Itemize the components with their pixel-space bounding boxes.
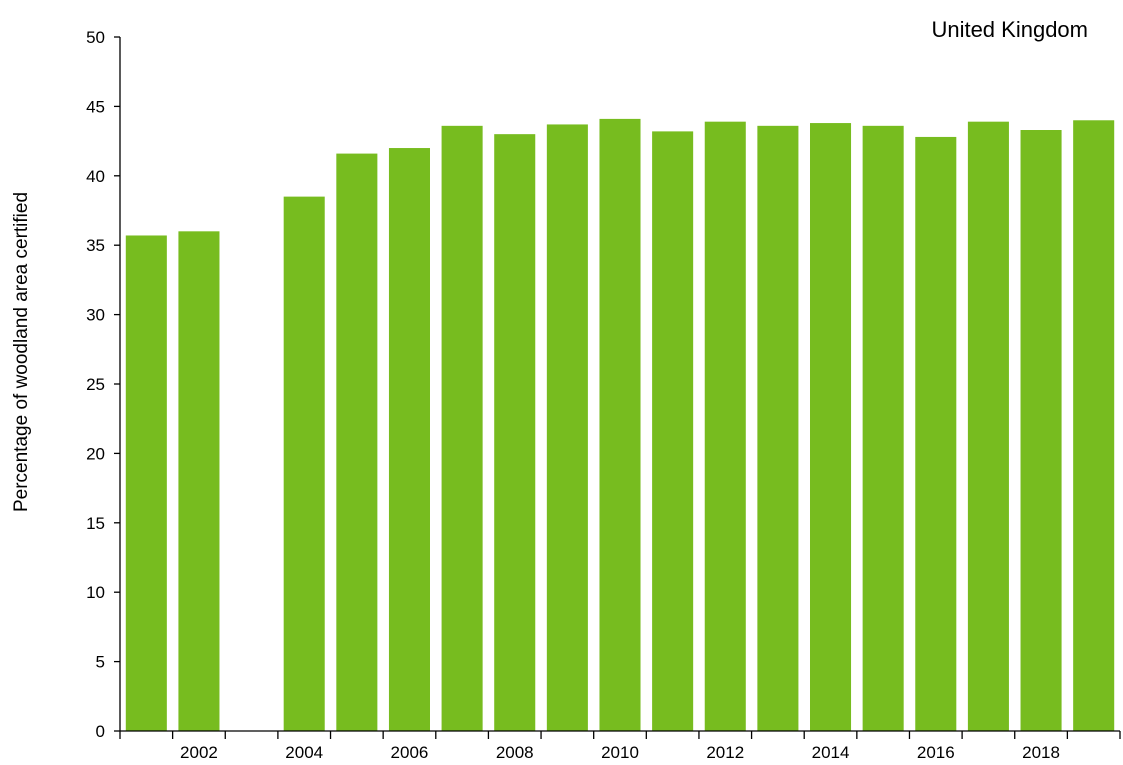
bar-2015 bbox=[862, 125, 904, 731]
y-tick-label: 30 bbox=[86, 306, 105, 325]
bar-2009 bbox=[546, 124, 588, 731]
y-tick-label: 45 bbox=[86, 97, 105, 116]
chart-region-label: United Kingdom bbox=[931, 17, 1088, 42]
y-tick-label: 5 bbox=[96, 653, 105, 672]
bars bbox=[125, 118, 1115, 732]
bar-2002 bbox=[178, 231, 220, 731]
bar-2019 bbox=[1073, 120, 1115, 731]
bar-2008 bbox=[494, 134, 536, 731]
y-tick-label: 15 bbox=[86, 514, 105, 533]
x-tick-label: 2002 bbox=[180, 743, 218, 762]
x-tick-label: 2018 bbox=[1022, 743, 1060, 762]
bar-2017 bbox=[967, 121, 1009, 732]
y-tick-label: 20 bbox=[86, 444, 105, 463]
bar-2016 bbox=[915, 136, 957, 731]
bar-2005 bbox=[336, 153, 378, 732]
x-tick-label: 2014 bbox=[812, 743, 850, 762]
x-tick-label: 2010 bbox=[601, 743, 639, 762]
x-tick-label: 2006 bbox=[391, 743, 429, 762]
y-tick-label: 10 bbox=[86, 583, 105, 602]
y-tick-label: 25 bbox=[86, 375, 105, 394]
y-tick-label: 35 bbox=[86, 236, 105, 255]
bar-2001 bbox=[125, 235, 167, 732]
y-tick-label: 50 bbox=[86, 28, 105, 47]
bar-2007 bbox=[441, 125, 483, 731]
x-tick-label: 2012 bbox=[706, 743, 744, 762]
bar-2006 bbox=[388, 148, 430, 732]
x-tick-label: 2004 bbox=[285, 743, 323, 762]
bar-2010 bbox=[599, 118, 641, 731]
y-tick-label: 0 bbox=[96, 722, 105, 741]
bar-2018 bbox=[1020, 130, 1062, 731]
bar-2013 bbox=[757, 125, 799, 731]
x-tick-label: 2008 bbox=[496, 743, 534, 762]
bar-2014 bbox=[810, 123, 852, 731]
y-tick-label: 40 bbox=[86, 167, 105, 186]
x-tick-label: 2016 bbox=[917, 743, 955, 762]
axes: 0 5 10 15 20 25 30 35 40 45 50 2002 2004 2006 2008 2010… bbox=[86, 28, 1121, 762]
bar-2012 bbox=[704, 121, 746, 732]
bar-2004 bbox=[283, 196, 325, 731]
bar-2011 bbox=[652, 131, 694, 731]
y-axis-title: Percentage of woodland area certified bbox=[11, 192, 32, 512]
